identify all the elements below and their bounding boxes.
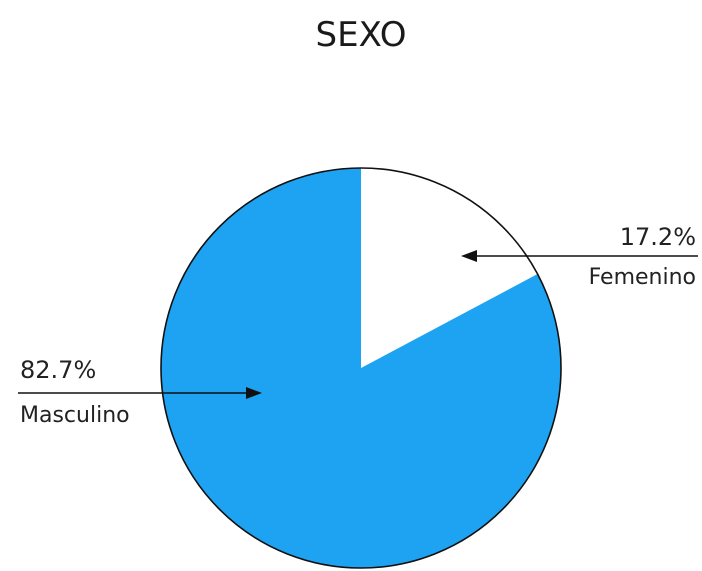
pie-slice-masculino [161, 168, 561, 568]
pie-outline [160, 167, 562, 569]
femenino-name-label: Femenino [589, 265, 696, 290]
pie-slices [161, 168, 561, 568]
chart-title: SEXO [316, 15, 407, 55]
femenino-percent-label: 17.2% [620, 223, 696, 251]
femenino-arrowhead [461, 250, 477, 262]
pie-slice-femenino [361, 168, 538, 368]
masculino-percent-label: 82.7% [20, 356, 96, 384]
masculino-name-label: Masculino [20, 403, 130, 428]
masculino-arrowhead [246, 387, 262, 399]
